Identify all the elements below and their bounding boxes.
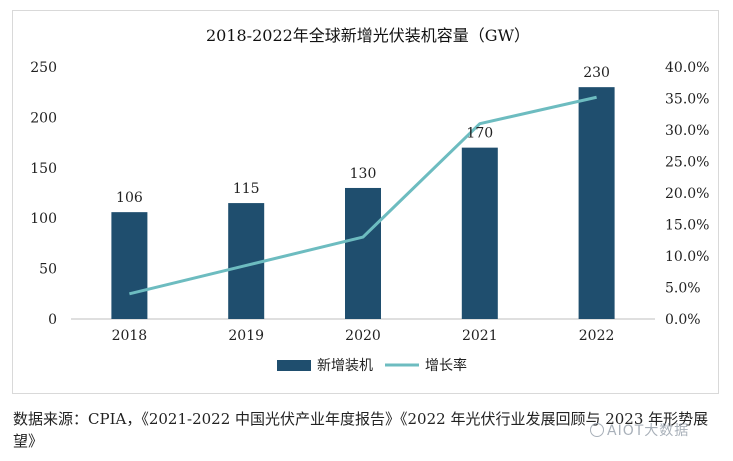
right-tick-label: 10.0% [665,249,709,265]
right-tick-label: 20.0% [665,186,709,202]
watermark: AIOT大数据 [590,420,689,440]
chart-svg: 2018-2022年全球新增光伏装机容量（GW） 0 50 100 150 200 250… [30,26,709,374]
data-label-2021: 170 [466,126,493,142]
data-label-2019: 115 [233,181,260,197]
right-tick-label: 30.0% [665,123,709,139]
chart-frame: 2018-2022年全球新增光伏装机容量（GW） 0 50 100 150 200 250… [12,10,719,394]
bar-2020 [345,187,381,319]
x-tick-label: 2020 [345,328,381,344]
bar-2021 [461,147,498,319]
legend-swatch-bar [277,360,311,371]
left-tick-label: 50 [39,262,57,278]
left-tick-label: 200 [30,110,57,126]
legend-label-bar: 新增装机 [317,358,373,374]
right-tick-label: 35.0% [665,92,709,108]
left-tick-label: 150 [30,161,57,177]
right-axis: 0.0% 5.0% 10.0% 15.0% 20.0% 25.0% 30.0% 35.0% 40… [665,60,709,328]
data-label-2022: 230 [583,65,610,81]
left-axis: 0 50 100 150 200 250 [30,60,57,328]
bar-2022 [578,87,615,319]
x-tick-label: 2019 [228,328,264,344]
right-tick-label: 40.0% [665,60,709,76]
wechat-icon [590,423,604,437]
left-tick-label: 100 [30,211,57,227]
left-tick-label: 250 [30,60,57,76]
x-ticks: 2018 2019 2020 2021 2022 [112,328,615,344]
x-tick-label: 2018 [112,328,148,344]
legend-label-line: 增长率 [425,357,467,374]
right-tick-label: 5.0% [665,281,701,297]
right-tick-label: 15.0% [665,218,709,234]
source-note: 数据来源：CPIA，《2021-2022 中国光伏产业年度报告》《2022 年光… [13,410,709,450]
bar-2018 [111,212,148,319]
bars [111,87,615,319]
legend: 新增装机 增长率 [277,357,467,374]
data-label-2020: 130 [350,166,377,182]
chart-title: 2018-2022年全球新增光伏装机容量（GW） [206,26,530,45]
right-tick-label: 0.0% [665,312,701,328]
data-label-2018: 106 [116,190,143,206]
x-tick-label: 2021 [462,328,498,344]
left-tick-label: 0 [48,312,57,328]
bar-labels: 106 115 130 170 230 [116,65,610,206]
watermark-text: AIOT大数据 [607,423,690,439]
growth-line [129,95,597,296]
x-tick-label: 2022 [579,328,615,344]
right-tick-label: 25.0% [665,155,709,171]
